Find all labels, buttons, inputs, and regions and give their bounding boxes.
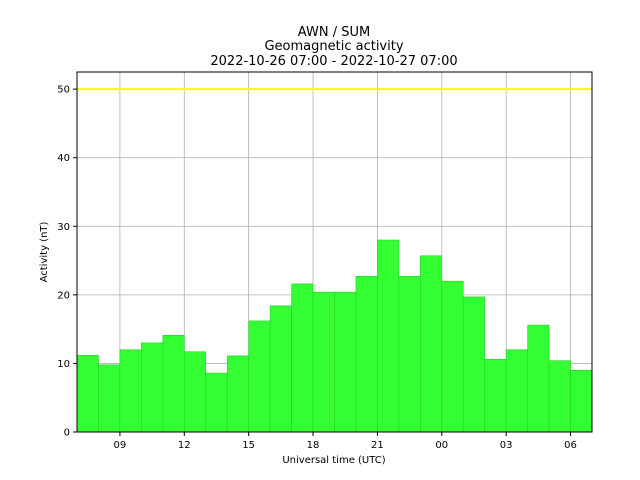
bar-16 — [420, 255, 443, 433]
bar-13 — [355, 276, 378, 433]
bar-1 — [98, 364, 121, 433]
bar-0 — [76, 354, 99, 433]
x-tick-label-0: 09 — [114, 440, 127, 451]
chart-title-line-2: Geomagnetic activity — [264, 39, 403, 54]
x-tick-label-3: 18 — [307, 440, 320, 451]
bar-12 — [334, 291, 357, 433]
x-tick-label-2: 15 — [242, 440, 255, 451]
x-tick-label-5: 00 — [435, 440, 448, 451]
chart-title-line-1: AWN / SUM — [298, 25, 370, 40]
y-tick-label-5: 50 — [57, 85, 70, 96]
y-axis-label: Activity (nT) — [39, 221, 50, 282]
y-tick-label-1: 10 — [57, 359, 70, 370]
bar-6 — [205, 372, 228, 433]
bar-15 — [398, 276, 421, 433]
y-axis-ticks: 0 10 20 30 40 50 — [57, 85, 77, 439]
y-tick-label-4: 40 — [57, 153, 70, 164]
x-tick-label-6: 03 — [500, 440, 513, 451]
plot-area-frame — [76, 71, 593, 433]
bar-20 — [505, 349, 528, 433]
y-tick-label-0: 0 — [64, 428, 70, 439]
x-axis-ticks: 09 12 15 18 21 00 03 06 — [114, 432, 577, 451]
bar-11 — [312, 291, 335, 433]
bar-5 — [183, 351, 207, 433]
x-tick-label-4: 21 — [371, 440, 384, 451]
bar-3 — [141, 342, 164, 433]
bar-23 — [570, 369, 593, 433]
y-tick-label-3: 30 — [57, 222, 70, 233]
x-axis-label: Universal time (UTC) — [282, 455, 385, 466]
y-tick-label-2: 20 — [57, 290, 70, 301]
bar-4 — [162, 335, 185, 433]
bar-14 — [377, 239, 400, 433]
bar-18 — [462, 296, 486, 433]
bar-10 — [291, 283, 314, 433]
x-tick-label-1: 12 — [178, 440, 191, 451]
bar-21 — [527, 324, 550, 433]
bar-22 — [548, 360, 571, 433]
bar-2 — [119, 349, 142, 433]
bar-7 — [226, 355, 249, 433]
bar-8 — [248, 320, 271, 433]
chart-title-line-3: 2022-10-26 07:00 - 2022-10-27 07:00 — [210, 54, 457, 69]
bar-19 — [484, 359, 507, 433]
bar-9 — [269, 305, 292, 433]
chart-title: AWN / SUM Geomagnetic activity 2022-10-2… — [210, 25, 457, 69]
bar-17 — [441, 280, 464, 433]
x-tick-label-7: 06 — [564, 440, 577, 451]
bars — [76, 239, 593, 433]
